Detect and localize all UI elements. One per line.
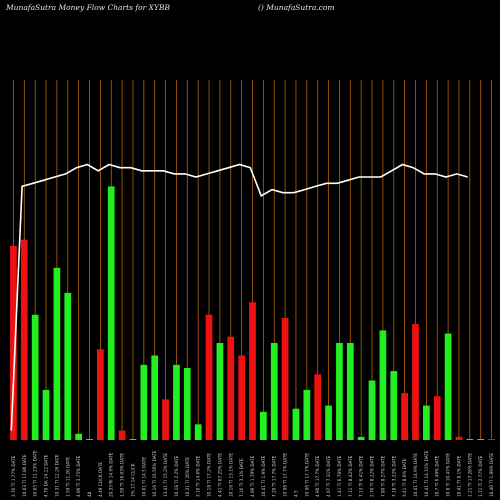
x-tick-label: 10.41 TI 14.31% DATE bbox=[424, 450, 429, 497]
x-tick-label: 4.97 TI 7.31% DATE bbox=[326, 455, 331, 497]
money-flow-bar bbox=[162, 399, 169, 440]
money-flow-bar bbox=[444, 333, 452, 440]
x-tick-label: 10.18 TI 17.2% DATE bbox=[207, 453, 212, 497]
money-flow-bar bbox=[346, 342, 354, 440]
x-tick-label: 3.76 TI 1.77% DATE bbox=[11, 455, 16, 497]
x-tick-label: 3.41 TI 8.9% DATE bbox=[402, 458, 407, 497]
x-tick-label: 2.70 TI 8.22% DATE bbox=[370, 455, 375, 497]
money-flow-bar bbox=[477, 439, 485, 440]
money-flow-bars bbox=[10, 186, 495, 440]
x-tick-label: 3.10 TI 14.6% DATE bbox=[196, 455, 201, 497]
money-flow-bar bbox=[194, 424, 202, 440]
money-flow-bar bbox=[423, 405, 430, 440]
x-tick-label: 4.41 TI 07.25% DATE bbox=[217, 453, 222, 497]
x-tick-label: 7.18 TI 3.22% DATE bbox=[391, 455, 396, 497]
money-flow-bar bbox=[260, 411, 267, 440]
money-flow-bar bbox=[455, 436, 463, 440]
x-tick-label: 1.59 TI 16.03% DATE bbox=[120, 453, 125, 497]
x-tick-label: 4.49 CLICK DATE bbox=[98, 462, 103, 497]
x-tick-label: 10.16 TI 13.1% DATE bbox=[228, 453, 233, 497]
money-flow-bar bbox=[216, 342, 224, 440]
money-flow-bar bbox=[433, 396, 441, 440]
money-flow-bar bbox=[20, 239, 28, 440]
x-tick-label: 10.7 TI 6.49% DATE bbox=[435, 455, 440, 497]
money-flow-line bbox=[10, 163, 468, 431]
money-flow-bar bbox=[238, 355, 245, 440]
money-flow-bar bbox=[64, 292, 72, 440]
x-tick-label: 4.76 DA 14.12 DATE bbox=[44, 454, 49, 497]
money-flow-bar bbox=[412, 324, 419, 440]
money-flow-bar bbox=[390, 371, 398, 440]
money-flow-bar bbox=[401, 393, 408, 440]
x-tick-label: 13.41 TI 15.2% DATE bbox=[163, 453, 168, 497]
money-flow-bar bbox=[227, 336, 235, 440]
money-flow-bar bbox=[466, 439, 474, 440]
money-flow-bar bbox=[357, 436, 365, 440]
money-flow-bar bbox=[86, 439, 93, 440]
money-flow-bar bbox=[325, 405, 332, 440]
x-tick-label: 7.13 TI 6.41% DATE bbox=[359, 455, 364, 497]
x-tick-label: 10.41 TI 14.9% DATE bbox=[413, 453, 418, 497]
x-tick-label: 10.96 TI 17.7% DATE bbox=[283, 453, 288, 497]
money-flow-bar bbox=[379, 330, 387, 440]
money-flow-bar bbox=[368, 380, 376, 440]
x-tick-label: 7.16 TI 3.1% DATE bbox=[239, 458, 244, 497]
x-tick-label: 10.31 TI 12.26 DATE bbox=[54, 454, 59, 497]
x-axis-labels: 3.76 TI 1.77% DATE 10.03 TI 17.86 DATE 10.… bbox=[11, 450, 494, 497]
money-flow-bar bbox=[118, 430, 126, 440]
money-flow-bar bbox=[42, 389, 50, 440]
chart-credit: () MunafaSutra.com bbox=[258, 3, 335, 12]
money-flow-bar bbox=[129, 439, 137, 440]
money-flow-bar bbox=[270, 342, 278, 440]
money-flow-bar bbox=[97, 349, 104, 440]
x-tick-label: 10.40 TI 1.99% DATE bbox=[489, 453, 494, 497]
x-tick-label: 7.20 TI 17.7% DATE bbox=[272, 455, 277, 497]
money-flow-bar bbox=[31, 314, 39, 440]
x-tick-label: 10.31 TI 26% DATE bbox=[185, 457, 190, 497]
x-tick-label: 1.59 TI 11.26 DATE bbox=[65, 457, 70, 497]
money-flow-bar bbox=[183, 368, 191, 440]
money-flow-bar bbox=[336, 342, 343, 440]
money-flow-bar bbox=[292, 408, 300, 440]
x-tick-label: 4.90 TI 17.7% DATE bbox=[315, 455, 320, 497]
chart-title: MunafaSutra Money Flow Charts for XYBB bbox=[6, 3, 170, 12]
money-flow-bar bbox=[140, 364, 148, 440]
x-tick-label: 10.05 TI 11.23% DATE bbox=[33, 450, 38, 497]
x-tick-label: 48 bbox=[87, 491, 92, 497]
x-tick-label: 4.5 bbox=[294, 490, 299, 497]
x-tick-label: 7.80 TI 8.27% DATE bbox=[380, 455, 385, 497]
x-tick-label: 10.18 TI 2.2% DATE bbox=[174, 455, 179, 497]
x-tick-label: 1% 17.14 CLICK bbox=[131, 463, 136, 497]
x-tick-label: 1.21 TI 17.28% DATE bbox=[467, 453, 472, 497]
money-flow-bar bbox=[314, 374, 322, 440]
x-tick-label: 10.16 TI 16.56% DATE bbox=[152, 450, 157, 497]
money-flow-bar bbox=[303, 389, 311, 440]
money-flow-bar bbox=[107, 186, 115, 440]
x-tick-label: 1.71 TI 2.77% DATE bbox=[478, 455, 483, 497]
money-flow-bar bbox=[488, 439, 495, 440]
x-tick-label: 4.99 TI 1.79% DATE bbox=[250, 455, 255, 497]
money-flow-bar bbox=[205, 314, 213, 440]
x-tick-label: 10.8 TI 10.47% DATE bbox=[446, 453, 451, 497]
x-tick-label: 7.11 TI 8.42% DATE bbox=[348, 455, 353, 497]
x-tick-label: 4.96 TI 3.75% DATE bbox=[76, 455, 81, 497]
x-tick-label: 10.03 TI 17.86 DATE bbox=[22, 454, 27, 497]
x-tick-label: 10.41 TI 8.1% DATE bbox=[457, 455, 462, 497]
money-flow-bar bbox=[10, 245, 17, 440]
money-flow-bar bbox=[151, 355, 159, 440]
money-flow-bar bbox=[173, 364, 180, 440]
money-flow-bar bbox=[249, 302, 256, 440]
money-flow-bar bbox=[75, 433, 82, 440]
x-tick-label: 10.01 TI 14.5 DATE bbox=[141, 457, 146, 497]
x-tick-label: 1.41 TI 6.78% DATE bbox=[337, 455, 342, 497]
money-flow-bar bbox=[281, 317, 289, 440]
money-flow-bar bbox=[53, 267, 61, 440]
x-tick-label: 10.96 TI 17.7% DATE bbox=[304, 453, 309, 497]
x-tick-label: 20.33 RI 14.6% DATE bbox=[109, 452, 114, 497]
x-tick-label: 10.41 TI 1.9% DATE bbox=[261, 455, 266, 497]
